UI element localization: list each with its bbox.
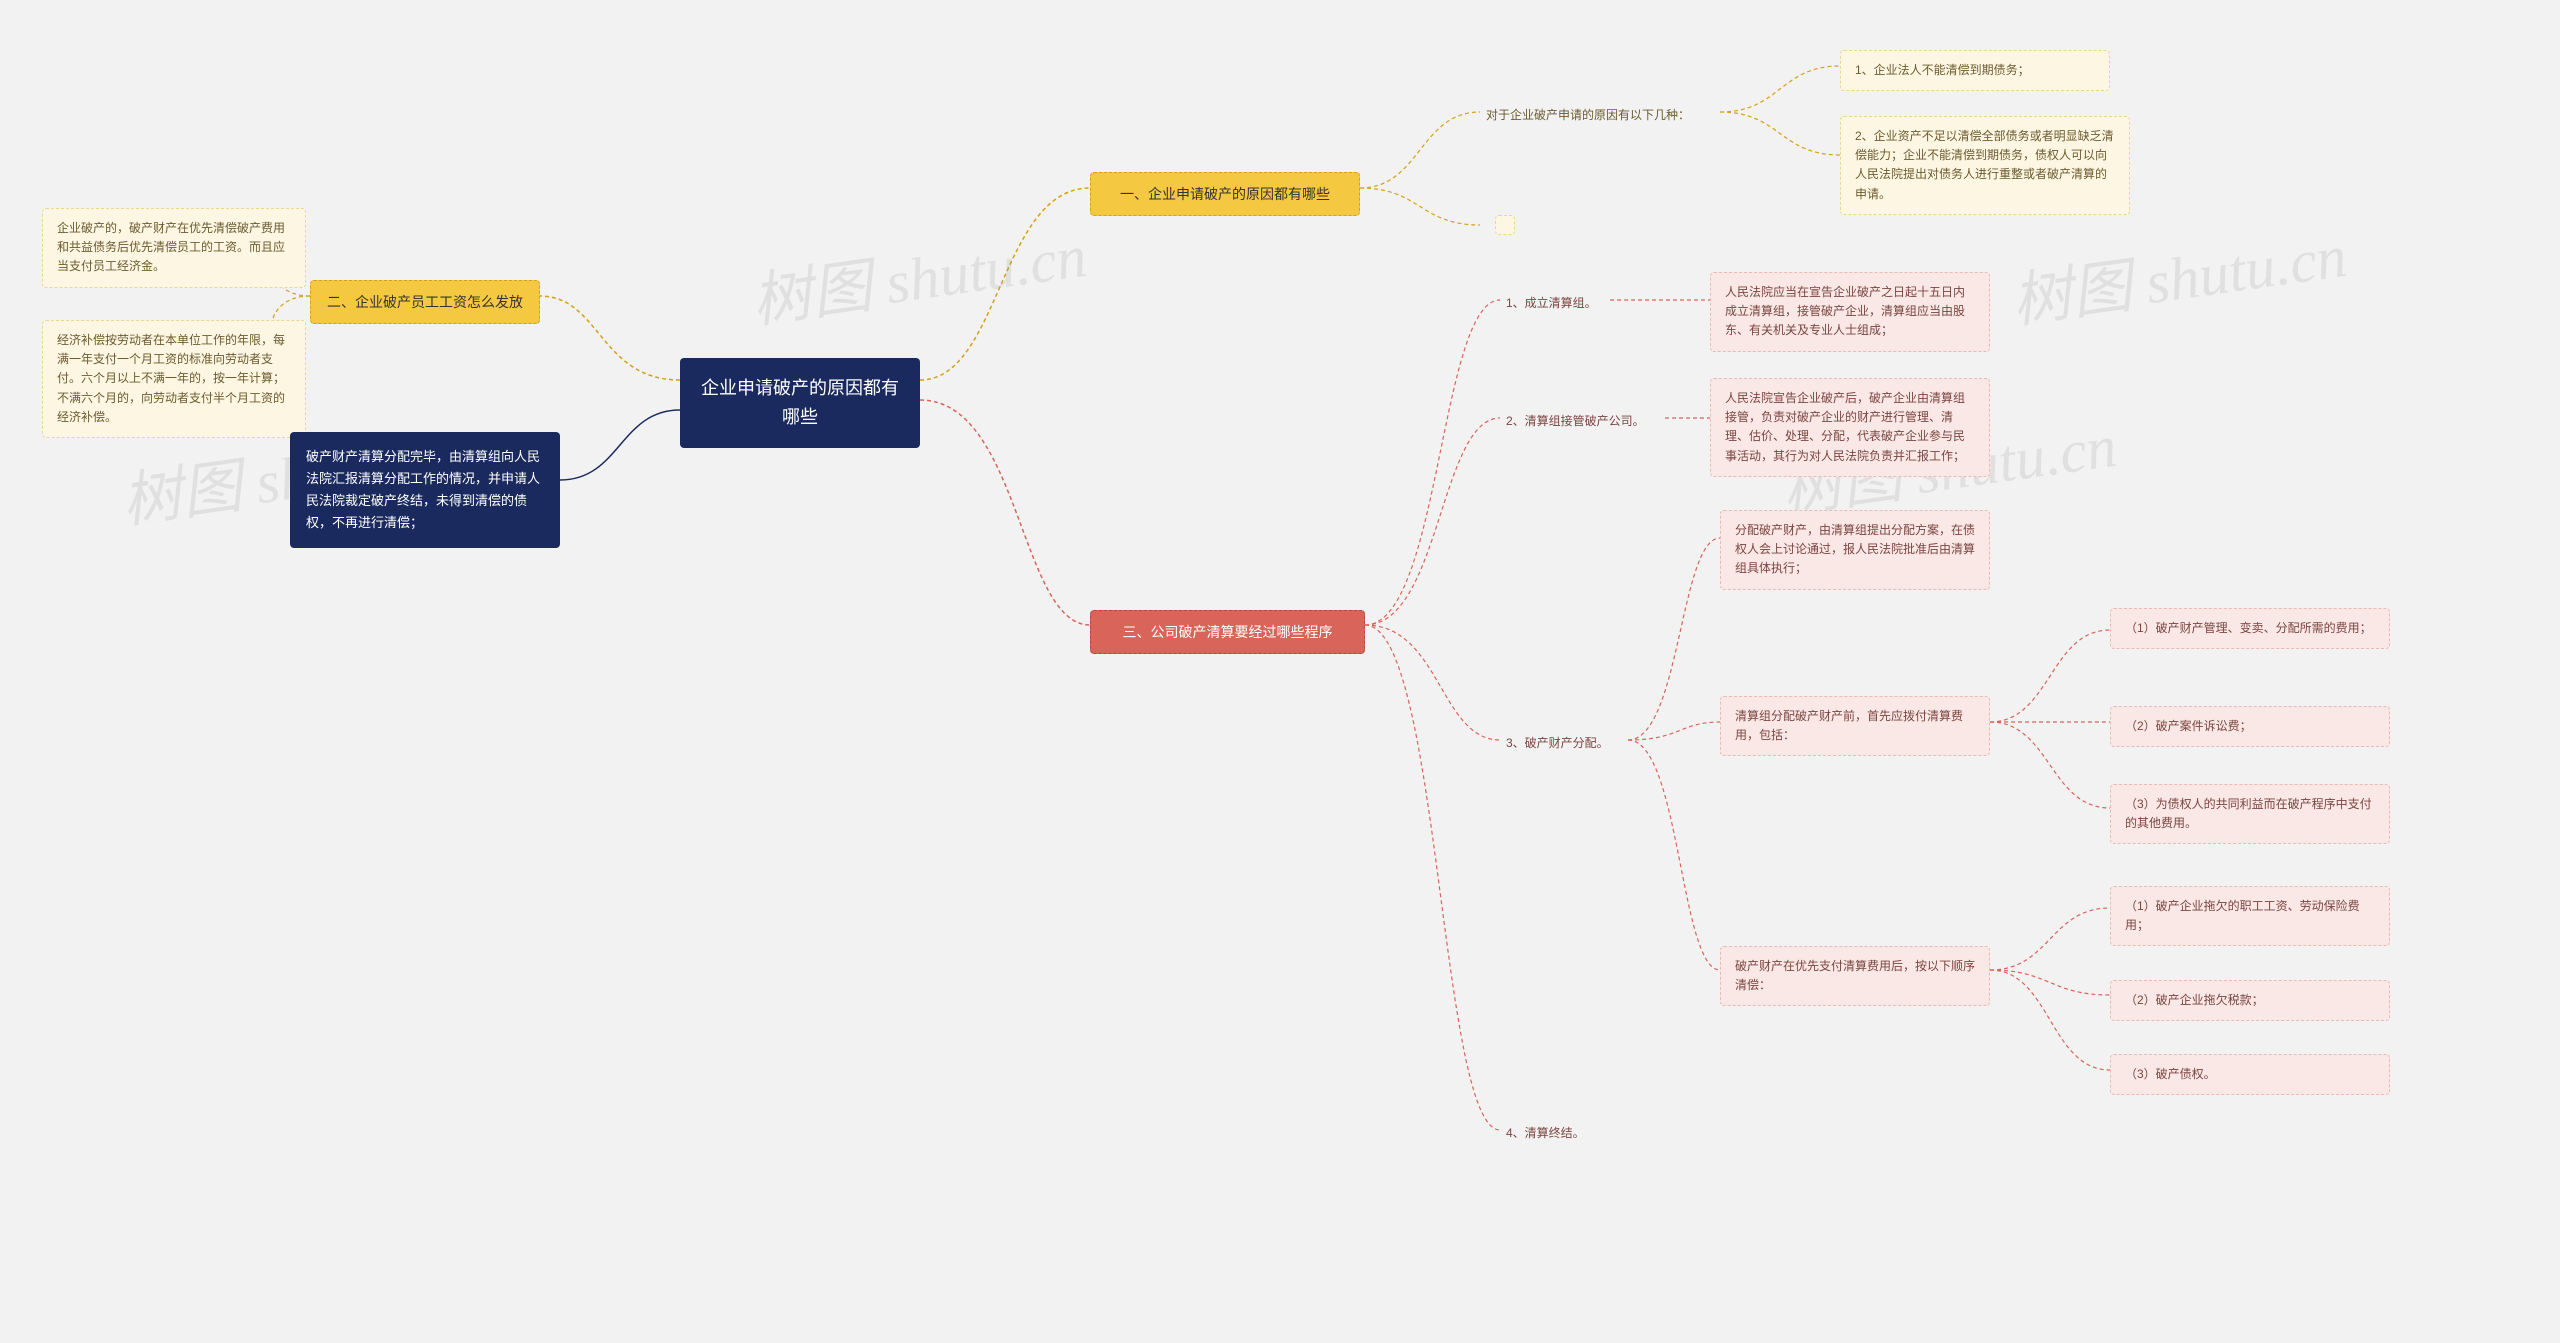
section3-step3-subb-intro: 清算组分配破产财产前，首先应拨付清算费用，包括：	[1720, 696, 1990, 756]
section3-step3-label: 3、破产财产分配。	[1500, 730, 1615, 757]
section3-step1-label: 1、成立清算组。	[1500, 290, 1603, 317]
section1-leaf2: 2、企业资产不足以清偿全部债务或者明显缺乏清偿能力；企业不能清偿到期债务，债权人…	[1840, 116, 2130, 215]
section1-empty	[1495, 215, 1515, 235]
watermark: 树图 shutu.cn	[2006, 207, 2351, 340]
section3-step3-subb-i2: （2）破产案件诉讼费；	[2110, 706, 2390, 747]
section3-step3-subc-i3: （3）破产债权。	[2110, 1054, 2390, 1095]
section3-step3-subc-intro: 破产财产在优先支付清算费用后，按以下顺序清偿：	[1720, 946, 1990, 1006]
section1-leaf1: 1、企业法人不能清偿到期债务；	[1840, 50, 2110, 91]
section3-step1-text: 人民法院应当在宣告企业破产之日起十五日内成立清算组，接管破产企业，清算组应当由股…	[1710, 272, 1990, 352]
watermark: 树图 shutu.cn	[746, 207, 1091, 340]
section3-step2-label: 2、清算组接管破产公司。	[1500, 408, 1651, 435]
section3-step3-subb-i1: （1）破产财产管理、变卖、分配所需的费用；	[2110, 608, 2390, 649]
section3-step4-label: 4、清算终结。	[1500, 1120, 1591, 1147]
center-node: 企业申请破产的原因都有哪些	[680, 358, 920, 448]
section2-title: 二、企业破产员工工资怎么发放	[310, 280, 540, 324]
section2-leaf1: 企业破产的，破产财产在优先清偿破产费用和共益债务后优先清偿员工的工资。而且应当支…	[42, 208, 306, 288]
section3-title: 三、公司破产清算要经过哪些程序	[1090, 610, 1365, 654]
section3-step2-text: 人民法院宣告企业破产后，破产企业由清算组接管，负责对破产企业的财产进行管理、清理…	[1710, 378, 1990, 477]
section2-leaf2: 经济补偿按劳动者在本单位工作的年限，每满一年支付一个月工资的标准向劳动者支付。六…	[42, 320, 306, 438]
section3-step3-subb-i3: （3）为债权人的共同利益而在破产程序中支付的其他费用。	[2110, 784, 2390, 844]
section1-intro: 对于企业破产申请的原因有以下几种：	[1480, 102, 1720, 129]
section3-step3-subc-i1: （1）破产企业拖欠的职工工资、劳动保险费用；	[2110, 886, 2390, 946]
section1-title: 一、企业申请破产的原因都有哪些	[1090, 172, 1360, 216]
section3-step3-suba: 分配破产财产，由清算组提出分配方案，在债权人会上讨论通过，报人民法院批准后由清算…	[1720, 510, 1990, 590]
bluebox: 破产财产清算分配完毕，由清算组向人民法院汇报清算分配工作的情况，并申请人民法院裁…	[290, 432, 560, 548]
section3-step3-subc-i2: （2）破产企业拖欠税款；	[2110, 980, 2390, 1021]
